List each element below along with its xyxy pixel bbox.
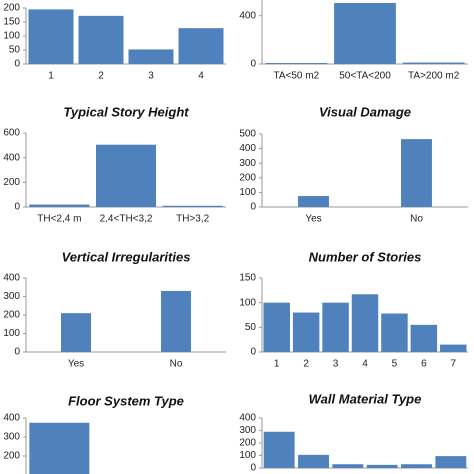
x-tick-label: 3 xyxy=(148,71,154,82)
bar xyxy=(29,422,90,474)
x-tick-label: 1 xyxy=(48,71,54,82)
y-tick-label: 200 xyxy=(3,310,20,321)
chart-title: Number of Stories xyxy=(309,249,422,264)
y-tick-label: 100 xyxy=(239,450,256,461)
y-tick-label: 150 xyxy=(3,17,20,28)
y-tick-label: 50 xyxy=(245,322,257,333)
x-tick-label: Yes xyxy=(305,214,321,225)
bar xyxy=(351,294,379,352)
y-tick-label: 0 xyxy=(14,59,20,70)
y-tick-label: 0 xyxy=(14,202,20,213)
y-tick-label: 400 xyxy=(239,143,256,154)
chart-title: Wall Material Type xyxy=(309,391,422,406)
bar xyxy=(292,312,320,352)
y-tick-label: 0 xyxy=(14,347,20,358)
x-tick-label: 2 xyxy=(98,71,104,82)
bar xyxy=(29,204,90,207)
y-tick-label: 200 xyxy=(3,3,20,14)
y-tick-label: 600 xyxy=(3,128,20,139)
y-tick-label: 0 xyxy=(250,347,256,358)
bar xyxy=(128,49,174,64)
bar xyxy=(178,28,224,64)
y-tick-label: 100 xyxy=(3,328,20,339)
y-tick-label: 0 xyxy=(250,463,256,474)
bar xyxy=(401,139,432,207)
y-tick-label: 100 xyxy=(239,297,256,308)
x-tick-label: TA<50 m2 xyxy=(273,71,319,82)
bar xyxy=(298,196,329,207)
x-tick-label: TH<2,4 m xyxy=(37,214,81,225)
x-tick-label: No xyxy=(410,214,423,225)
x-tick-label: 2 xyxy=(303,359,309,370)
chart-title: Typical Story Height xyxy=(63,104,189,119)
chart-title: Visual Damage xyxy=(319,104,411,119)
x-tick-label: 2,4<TH<3,2 xyxy=(100,214,153,225)
x-tick-label: Yes xyxy=(68,359,84,370)
bar xyxy=(435,456,467,468)
bar xyxy=(332,464,364,468)
bar xyxy=(322,302,349,352)
y-tick-label: 100 xyxy=(3,31,20,42)
y-tick-label: 500 xyxy=(239,129,256,140)
y-tick-label: 400 xyxy=(3,273,20,284)
y-tick-label: 300 xyxy=(3,291,20,302)
x-tick-label: 50<TA<200 xyxy=(339,71,391,82)
x-tick-label: TH>3,2 xyxy=(176,214,210,225)
bar xyxy=(61,313,91,352)
bar xyxy=(265,63,328,64)
y-tick-label: 300 xyxy=(239,158,256,169)
chart-title: Floor System Type xyxy=(68,393,184,408)
bar xyxy=(410,324,438,352)
bar xyxy=(162,205,223,207)
y-tick-label: 400 xyxy=(239,10,256,21)
y-tick-label: 400 xyxy=(239,413,256,424)
x-tick-label: 7 xyxy=(451,359,457,370)
bar xyxy=(402,62,465,64)
y-tick-label: 400 xyxy=(3,413,20,424)
y-tick-label: 100 xyxy=(239,187,256,198)
y-tick-label: 200 xyxy=(3,177,20,188)
x-tick-label: 1 xyxy=(274,359,280,370)
bar xyxy=(78,15,124,64)
y-tick-label: 200 xyxy=(3,451,20,462)
bar xyxy=(263,302,290,352)
x-tick-label: No xyxy=(170,359,183,370)
bar xyxy=(28,9,74,64)
bar xyxy=(401,464,432,468)
bar xyxy=(161,290,191,352)
y-tick-label: 0 xyxy=(250,59,256,70)
x-tick-label: 5 xyxy=(392,359,398,370)
y-tick-label: 50 xyxy=(9,45,21,56)
bar xyxy=(263,431,295,468)
bar xyxy=(381,313,408,352)
y-tick-label: 150 xyxy=(239,273,256,284)
x-tick-label: 6 xyxy=(421,359,427,370)
bar xyxy=(334,3,396,65)
y-tick-label: 200 xyxy=(239,438,256,449)
x-tick-label: 4 xyxy=(198,71,204,82)
y-tick-label: 300 xyxy=(239,425,256,436)
bar xyxy=(366,464,398,468)
y-tick-label: 400 xyxy=(3,152,20,163)
x-tick-label: 4 xyxy=(362,359,368,370)
y-tick-label: 0 xyxy=(250,202,256,213)
x-tick-label: 3 xyxy=(333,359,339,370)
bar xyxy=(96,144,156,207)
chart-title: Vertical Irregularities xyxy=(62,249,191,264)
x-tick-label: TA>200 m2 xyxy=(408,71,460,82)
y-tick-label: 300 xyxy=(3,432,20,443)
y-tick-label: 200 xyxy=(239,172,256,183)
bar xyxy=(298,454,329,468)
bar xyxy=(440,344,467,352)
